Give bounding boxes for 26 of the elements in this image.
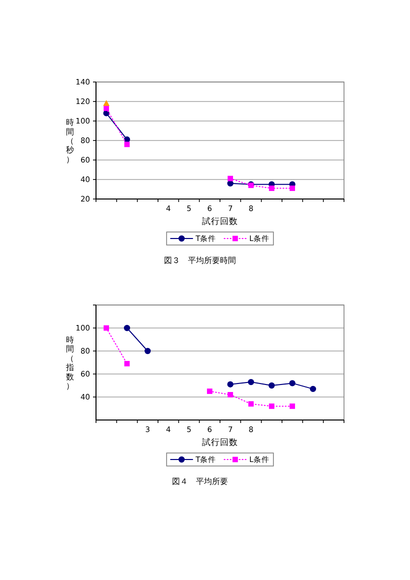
point [227,381,234,388]
point [290,186,296,191]
point [228,392,234,398]
point [124,324,130,332]
point [124,142,130,148]
point [124,360,130,366]
point [268,186,274,191]
point [310,386,316,392]
point [144,348,151,354]
x-axis-title: 試行回数 [202,216,238,227]
point [104,325,110,331]
point [289,380,296,386]
point [268,404,274,409]
point [248,378,254,386]
point [206,388,212,394]
point [290,404,296,409]
point [103,100,110,106]
y-axis-title: 時間（指数） [65,335,74,390]
x-axis-title: 試行回数 [202,437,238,448]
text: 図４ 平均所要 [172,477,228,486]
point [248,401,254,407]
text: 図３ 平均所要時間 [164,256,236,265]
point [104,106,110,112]
y-axis-title: 時間（秒） [66,118,74,164]
point [228,176,234,182]
point [268,382,275,389]
